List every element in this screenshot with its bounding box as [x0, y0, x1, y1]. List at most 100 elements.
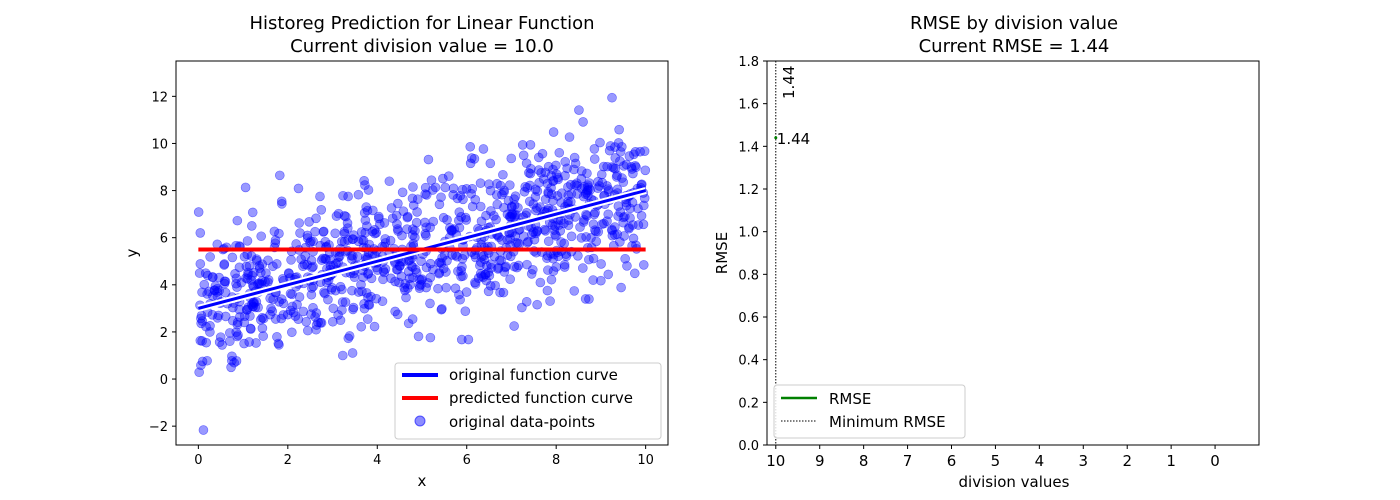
data-point — [318, 227, 329, 237]
data-point — [369, 321, 380, 332]
data-point — [318, 226, 329, 237]
data-point — [499, 267, 510, 277]
data-point — [298, 306, 309, 317]
data-point — [394, 277, 404, 288]
data-point — [384, 176, 395, 187]
data-point — [397, 187, 408, 198]
data-point — [503, 195, 514, 206]
data-point — [576, 233, 587, 243]
data-point — [379, 218, 390, 228]
data-point — [257, 312, 268, 323]
y-tick-label: −2 — [149, 420, 168, 435]
min-rmse-annotation: 1.44 — [780, 66, 798, 99]
legend-min-rmse-label: Minimum RMSE — [829, 413, 946, 431]
data-point — [478, 251, 489, 261]
data-point — [492, 199, 503, 210]
data-point — [398, 206, 409, 216]
legend-original-curve-label: original function curve — [449, 366, 618, 384]
data-point — [425, 258, 436, 269]
data-point — [343, 191, 353, 202]
data-point — [408, 238, 419, 249]
data-point — [426, 175, 437, 186]
data-point — [540, 226, 551, 236]
data-point — [193, 207, 204, 217]
data-point — [498, 287, 509, 298]
data-point — [356, 227, 367, 237]
chart2-y-ticks: 0.0 0.2 0.4 0.6 0.8 1.0 1.2 1.4 1.6 1.8 — [738, 55, 767, 454]
data-point — [195, 335, 206, 346]
chart1-plot-frame — [175, 60, 669, 446]
y-tick-label: 4 — [160, 279, 168, 294]
y-tick-label: 0.6 — [738, 311, 759, 326]
data-point — [385, 235, 396, 246]
data-point — [198, 425, 209, 435]
data-point — [307, 262, 317, 273]
chart2-legend-box — [773, 384, 966, 439]
data-point — [377, 296, 388, 307]
data-point — [465, 141, 476, 152]
y-tick-label: 0.8 — [738, 268, 759, 283]
data-point — [421, 190, 432, 200]
data-point — [578, 117, 588, 127]
data-point — [631, 162, 641, 173]
data-point — [499, 187, 509, 198]
data-point — [481, 210, 491, 221]
data-point — [505, 180, 515, 190]
data-point — [294, 292, 305, 302]
data-point — [205, 321, 215, 331]
data-point — [524, 168, 534, 178]
data-point — [408, 182, 418, 192]
data-point — [535, 277, 546, 288]
data-point — [323, 294, 333, 305]
data-point — [325, 254, 335, 265]
data-point — [360, 227, 371, 238]
data-point — [208, 272, 218, 282]
data-point — [537, 148, 548, 159]
data-point — [304, 217, 314, 227]
data-point — [302, 230, 313, 241]
x-tick-label: 10 — [766, 452, 785, 470]
chart1-xlabel: x — [418, 472, 427, 490]
data-point — [387, 213, 398, 224]
data-point — [576, 166, 587, 176]
data-point — [380, 264, 391, 274]
y-tick-label: 8 — [160, 185, 168, 200]
data-point — [316, 318, 327, 328]
data-point — [356, 279, 366, 290]
data-point — [363, 269, 373, 280]
data-point — [533, 152, 544, 163]
data-point — [319, 287, 329, 298]
data-point — [428, 216, 439, 227]
data-point — [607, 162, 617, 172]
data-point — [579, 181, 590, 192]
data-point — [360, 180, 370, 190]
data-point — [581, 232, 591, 242]
data-point — [301, 317, 312, 327]
data-point — [353, 189, 364, 200]
data-point — [363, 299, 374, 310]
data-point — [392, 224, 403, 234]
data-point — [513, 238, 523, 249]
data-point — [489, 251, 500, 262]
data-point — [588, 275, 598, 285]
data-point — [349, 272, 360, 283]
data-point — [197, 287, 207, 298]
chart1-subtitle: Current division value = 10.0 — [290, 36, 554, 57]
data-point — [214, 285, 224, 296]
data-point — [306, 283, 317, 293]
data-point — [589, 144, 600, 154]
data-point — [586, 233, 596, 243]
data-point — [505, 274, 515, 285]
data-point — [404, 273, 415, 284]
data-point — [266, 303, 276, 314]
data-point — [456, 271, 466, 282]
data-point — [585, 185, 596, 195]
data-point — [554, 220, 564, 230]
data-point — [213, 310, 224, 321]
y-tick-label: 1.8 — [738, 55, 759, 70]
data-point — [521, 207, 532, 218]
data-point — [521, 296, 532, 307]
y-tick-label: 0 — [160, 373, 168, 388]
data-point — [441, 282, 451, 293]
data-point — [233, 330, 243, 340]
